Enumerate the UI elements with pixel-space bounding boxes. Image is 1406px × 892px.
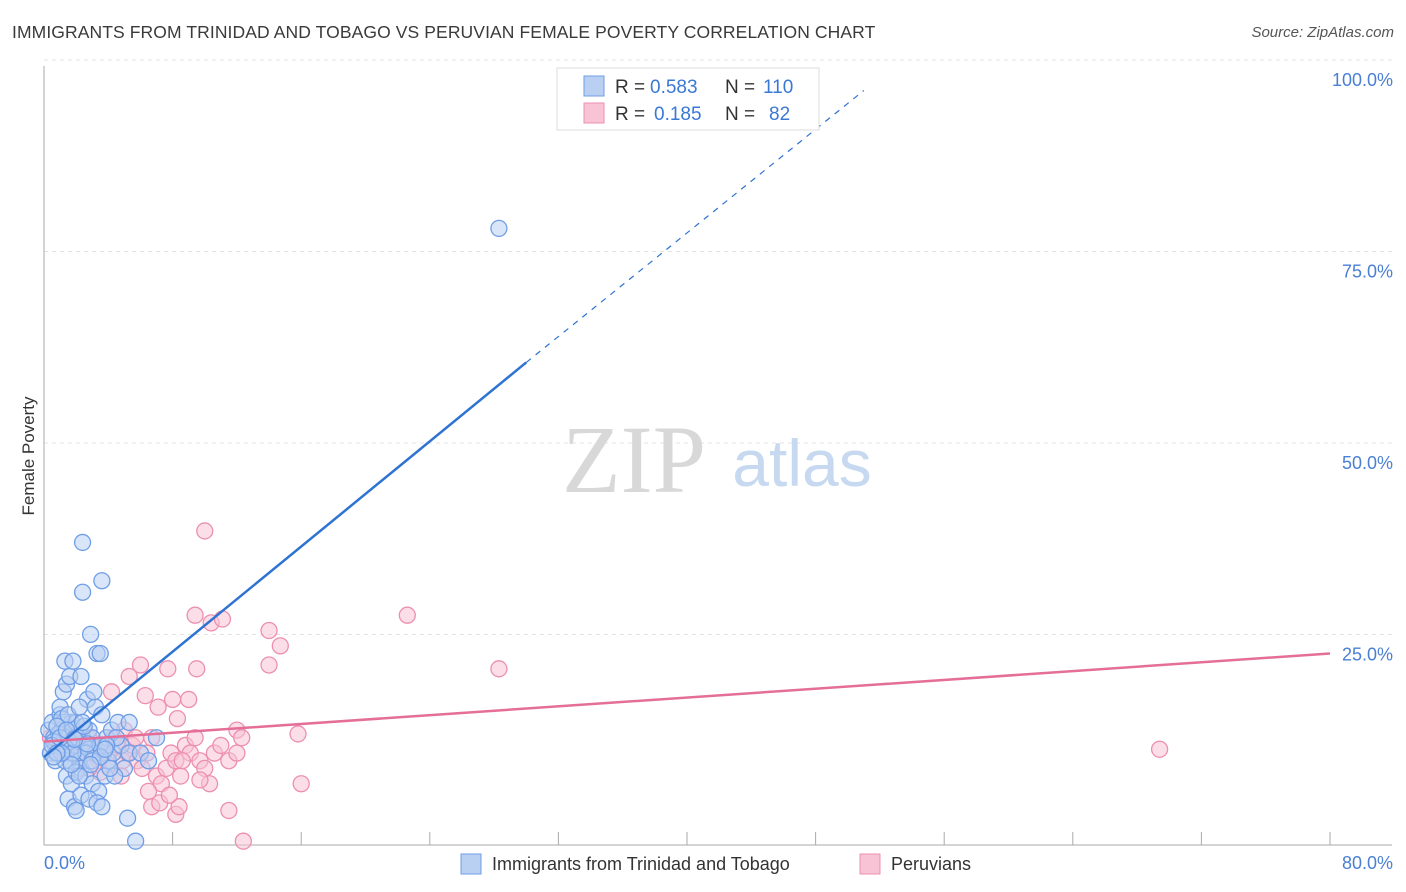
legend-swatch-trinidad: [583, 75, 605, 97]
point-peruvians-53: [260, 656, 278, 674]
legend-r-value-2: 0.185: [654, 104, 702, 125]
trend-lines: [43, 90, 1331, 758]
trend-line-peruvians: [43, 652, 1331, 743]
x-tick-labels: 0.0% 80.0%: [44, 853, 1393, 873]
point-peruvians-30: [186, 729, 204, 747]
point-peruvians-68: [191, 771, 209, 789]
point-peruvians-64: [170, 798, 188, 816]
y-tick-label-0: 25.0%: [1342, 645, 1393, 665]
y-tick-label-2: 75.0%: [1342, 262, 1393, 282]
point-peruvians-48: [188, 660, 206, 678]
point-peruvians-81: [126, 729, 145, 747]
point-trinidad-44: [73, 533, 92, 552]
point-trinidad-80: [147, 729, 166, 747]
legend-r-label-2: R =: [615, 104, 645, 125]
point-peruvians-27: [171, 767, 190, 785]
series-legend: Immigrants from Trinidad and Tobago Peru…: [460, 853, 971, 875]
legend-n-value-1: 110: [763, 77, 793, 98]
point-peruvians-67: [160, 786, 179, 804]
point-trinidad-107: [96, 740, 114, 758]
watermark-atlas: atlas: [732, 426, 871, 500]
point-trinidad-34: [85, 683, 103, 701]
bottom-legend-label-trinidad: Immigrants from Trinidad and Tobago: [492, 854, 790, 874]
point-trinidad-45: [93, 572, 111, 590]
trend-line-trinidad-extension: [525, 90, 865, 363]
point-peruvians-58: [398, 606, 416, 624]
point-peruvians-39: [102, 683, 121, 701]
watermark-zip: ZIP: [562, 406, 706, 513]
point-trinidad-103: [44, 748, 63, 766]
stats-legend: R = 0.583 N = 110 R = 0.185 N = 82: [556, 67, 820, 131]
trend-line-trinidad: [43, 361, 528, 758]
point-peruvians-44: [163, 690, 182, 709]
chart-source: Source: ZipAtlas.com: [1251, 24, 1394, 41]
bottom-legend-swatch-trinidad: [460, 853, 482, 875]
point-trinidad-100: [62, 755, 80, 774]
point-peruvians-35: [212, 736, 230, 755]
point-trinidad-61: [126, 832, 145, 850]
legend-n-label-1: N =: [725, 77, 755, 98]
point-peruvians-57: [292, 775, 310, 793]
watermark: ZIP atlas: [562, 406, 872, 513]
point-peruvians-45: [180, 690, 198, 709]
point-peruvians-46: [168, 709, 187, 728]
y-tick-label-1: 50.0%: [1342, 453, 1393, 473]
bottom-legend-swatch-peruvians: [859, 853, 881, 875]
point-trinidad-28: [72, 667, 90, 686]
point-peruvians-40: [120, 667, 138, 686]
point-peruvians-43: [159, 660, 177, 678]
point-trinidad-96: [101, 759, 119, 778]
point-peruvians-55: [271, 637, 289, 655]
point-peruvians-79: [173, 752, 191, 770]
point-peruvians-54: [260, 621, 278, 640]
legend-n-value-2: 82: [769, 104, 790, 125]
point-trinidad-42: [81, 625, 100, 643]
point-peruvians-66: [234, 832, 252, 850]
point-trinidad-60: [118, 809, 137, 827]
point-peruvians-49: [186, 606, 204, 624]
y-tick-label-3: 100.0%: [1332, 70, 1393, 90]
series-trinidad: [40, 219, 508, 850]
point-peruvians-65: [220, 801, 238, 820]
point-trinidad-59: [67, 801, 85, 820]
point-peruvians-51: [213, 610, 232, 628]
y-tick-labels: 25.0% 50.0% 75.0% 100.0%: [1332, 70, 1393, 665]
point-trinidad-98: [81, 755, 100, 774]
point-peruvians-38: [233, 729, 251, 747]
point-trinidad-33: [91, 644, 109, 663]
x-tick-label-1: 80.0%: [1342, 853, 1393, 873]
point-peruvians-42: [131, 656, 150, 674]
legend-r-label-1: R =: [615, 77, 645, 98]
point-peruvians-47: [149, 698, 167, 716]
legend-swatch-peruvians: [583, 102, 605, 124]
point-trinidad-79: [139, 752, 158, 770]
point-peruvians-56: [289, 725, 307, 743]
point-trinidad-43: [73, 583, 92, 601]
series-peruvians: [41, 522, 1169, 850]
point-peruvians-69: [139, 782, 158, 801]
bottom-legend-label-peruvians: Peruvians: [891, 854, 971, 874]
legend-n-label-2: N =: [725, 104, 755, 125]
chart-title: IMMIGRANTS FROM TRINIDAD AND TOBAGO VS P…: [12, 22, 876, 42]
axes: [43, 66, 1392, 846]
y-axis-title: Female Poverty: [19, 396, 38, 516]
legend-r-value-1: 0.583: [650, 77, 698, 98]
point-trinidad-58: [93, 798, 111, 816]
point-peruvians-59: [490, 660, 508, 678]
point-trinidad-94: [73, 713, 92, 732]
point-trinidad-86: [70, 698, 89, 716]
point-trinidad-105: [490, 219, 508, 238]
point-trinidad-106: [120, 713, 138, 732]
point-trinidad-27: [64, 652, 82, 670]
point-peruvians-52: [196, 522, 214, 540]
point-peruvians-80: [228, 744, 246, 762]
point-peruvians-60: [1150, 740, 1169, 758]
grid-lines: [44, 59, 1392, 635]
point-peruvians-41: [136, 686, 154, 705]
x-tick-label-0: 0.0%: [44, 853, 85, 873]
